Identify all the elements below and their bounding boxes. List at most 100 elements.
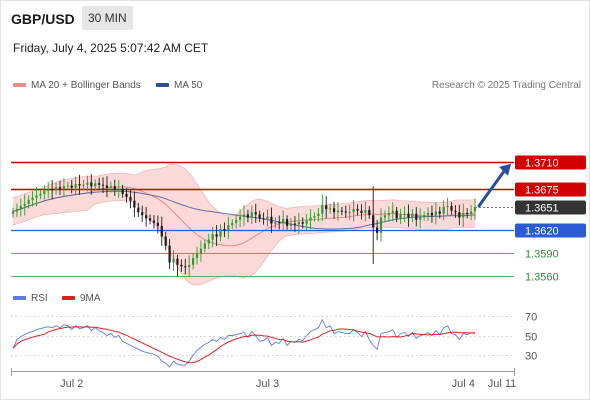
candle-body xyxy=(15,209,19,212)
legend-label-ma50: MA 50 xyxy=(174,80,203,91)
candle-body xyxy=(348,212,351,214)
candle-body xyxy=(121,188,124,194)
rsi-tick-label: 30 xyxy=(525,351,537,363)
price-level-label-4: 1.3590 xyxy=(525,249,559,261)
candle-body xyxy=(156,222,159,226)
candle-body xyxy=(11,211,15,214)
candle-body xyxy=(434,211,437,216)
candle-body xyxy=(160,225,163,237)
candle-body xyxy=(293,223,296,225)
candle-body xyxy=(270,216,273,224)
ma20-line xyxy=(12,186,476,247)
legend-rsi: RSI xyxy=(13,293,48,304)
candle-body xyxy=(321,205,324,214)
candle-body xyxy=(266,216,269,220)
pair-title: GBP/USD xyxy=(11,11,75,27)
candle-body xyxy=(43,190,46,194)
timeframe-button[interactable]: 30 MIN xyxy=(82,6,133,30)
legend-swatch-rsi xyxy=(13,296,26,301)
candle-body xyxy=(297,222,300,225)
price-level-label-5: 1.3560 xyxy=(525,272,559,284)
candle-body xyxy=(285,219,289,226)
candle-body xyxy=(51,189,54,191)
candle-body xyxy=(387,212,390,216)
candle-body xyxy=(168,245,171,263)
candle-body xyxy=(301,222,304,224)
last-price-tag xyxy=(515,200,586,215)
candle-body xyxy=(164,236,167,246)
candle-body xyxy=(423,215,426,217)
candle-body xyxy=(54,187,58,191)
candle-body xyxy=(454,210,457,213)
candle-body xyxy=(235,219,238,223)
candle-body xyxy=(372,215,375,228)
candle-body xyxy=(246,214,250,218)
pivot-tag-3 xyxy=(515,223,586,238)
candle-body xyxy=(399,214,402,219)
candle-body xyxy=(105,185,109,188)
legend-ma50: MA 50 xyxy=(156,80,202,91)
candle-body xyxy=(129,196,132,201)
candle-body xyxy=(113,186,116,190)
candle-body xyxy=(227,225,230,231)
candle-body xyxy=(78,184,81,186)
candle-body xyxy=(195,253,199,258)
candle-body xyxy=(70,185,73,188)
candle-body xyxy=(356,209,359,211)
candle-body xyxy=(254,212,257,215)
candle-body xyxy=(90,182,93,187)
candle-body xyxy=(125,193,128,197)
candle-body xyxy=(415,213,418,220)
legend-bollinger: MA 20 + Bollinger Bands xyxy=(13,80,141,91)
bollinger-lower-line xyxy=(12,200,476,286)
candle-body xyxy=(450,206,453,211)
candle-body xyxy=(360,210,363,213)
candle-body xyxy=(219,228,222,237)
candle-body xyxy=(364,209,367,213)
candle-body xyxy=(313,216,316,218)
resistance-tag-1 xyxy=(515,182,586,197)
candle-body xyxy=(39,193,42,196)
candle-body xyxy=(391,210,394,213)
candle-body xyxy=(262,218,265,220)
candle-body xyxy=(172,258,175,263)
candle-body xyxy=(58,187,62,189)
candle-body xyxy=(27,200,30,204)
candle-body xyxy=(66,185,69,187)
candle-body xyxy=(74,184,77,188)
candle-body xyxy=(466,212,469,214)
candle-body xyxy=(305,220,308,224)
x-tick-label: Jul 3 xyxy=(256,378,279,390)
candle-body xyxy=(442,206,445,214)
rsi-tick-label: 70 xyxy=(525,312,537,324)
candle-body xyxy=(411,213,414,218)
research-credit: Research © 2025 Trading Central xyxy=(431,80,581,91)
rsi-tick-label: 50 xyxy=(525,332,537,344)
candle-body xyxy=(47,189,50,191)
legend-label-bollinger: MA 20 + Bollinger Bands xyxy=(31,80,141,91)
candle-body xyxy=(192,257,195,265)
candle-body xyxy=(282,219,285,223)
candle-body xyxy=(242,214,246,217)
candle-body xyxy=(141,212,144,216)
forecast-arrow-head xyxy=(499,163,511,176)
price-level-label-0: 1.3710 xyxy=(525,158,559,170)
legend-label-rsi-ma: 9MA xyxy=(80,293,101,304)
candle-body xyxy=(430,212,434,216)
candle-body xyxy=(403,213,406,215)
rsi-ma-line xyxy=(12,326,476,364)
x-tick-label: Jul 4 xyxy=(452,378,475,390)
price-level-label-3: 1.3620 xyxy=(525,226,559,238)
candle-body xyxy=(258,214,261,219)
candle-body xyxy=(35,195,38,198)
candle-body xyxy=(137,207,140,213)
candle-body xyxy=(352,209,355,213)
rsi-line xyxy=(12,318,476,368)
candle-body xyxy=(379,217,383,233)
candle-body xyxy=(426,212,430,216)
candle-body xyxy=(203,243,206,249)
legend-swatch-rsi-ma xyxy=(62,296,75,301)
candle-body xyxy=(188,264,191,268)
candle-body xyxy=(395,210,398,219)
candle-body xyxy=(438,211,441,214)
